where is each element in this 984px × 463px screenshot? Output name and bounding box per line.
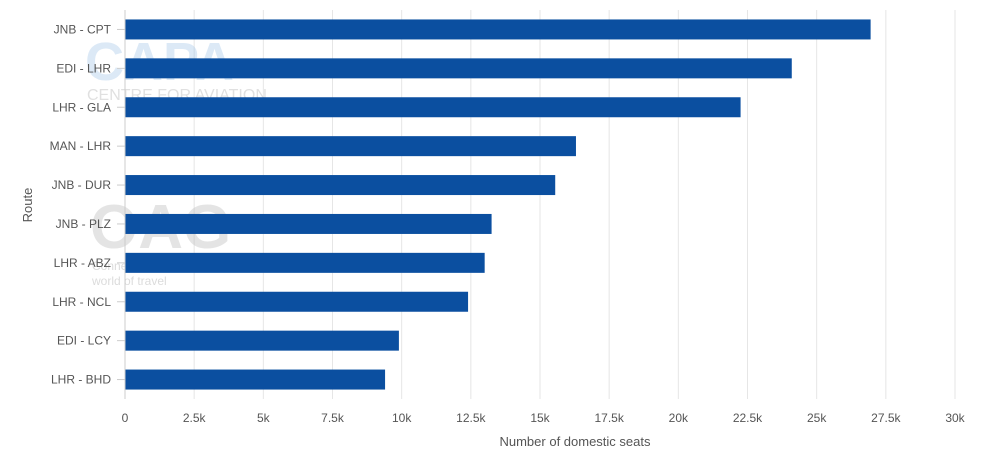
y-category-label: LHR - BHD bbox=[51, 373, 111, 387]
bar bbox=[125, 330, 399, 351]
x-tick-label: 10k bbox=[392, 411, 412, 425]
y-axis-category-labels: JNB - CPT EDI - LHR LHR - GLA MAN - LHR JNB … bbox=[50, 22, 125, 387]
y-category-label: JNB - DUR bbox=[52, 178, 112, 192]
bar bbox=[125, 252, 485, 273]
bar bbox=[125, 369, 386, 390]
x-axis-tick-labels: 0 2.5k 5k 7.5k 10k 12.5k 15k 17.5k 20k 22.5k 25k 27… bbox=[122, 411, 966, 425]
x-tick-label: 27.5k bbox=[871, 411, 901, 425]
x-tick-label: 20k bbox=[669, 411, 689, 425]
y-category-label: JNB - PLZ bbox=[56, 217, 111, 231]
x-tick-label: 25k bbox=[807, 411, 827, 425]
y-category-label: JNB - CPT bbox=[54, 22, 112, 36]
bar bbox=[125, 136, 576, 157]
bar bbox=[125, 175, 556, 196]
y-category-label: LHR - ABZ bbox=[54, 256, 111, 270]
y-category-label: EDI - LHR bbox=[56, 61, 111, 75]
y-axis-title: Route bbox=[20, 188, 35, 223]
x-tick-label: 7.5k bbox=[321, 411, 345, 425]
y-category-label: EDI - LCY bbox=[57, 334, 111, 348]
x-tick-label: 15k bbox=[530, 411, 550, 425]
x-tick-label: 5k bbox=[257, 411, 271, 425]
x-tick-label: 0 bbox=[122, 411, 129, 425]
bar bbox=[125, 97, 741, 118]
bar bbox=[125, 291, 469, 312]
x-axis-title: Number of domestic seats bbox=[499, 434, 651, 449]
x-tick-label: 2.5k bbox=[183, 411, 207, 425]
y-category-label: LHR - GLA bbox=[52, 100, 111, 114]
x-tick-label: 17.5k bbox=[594, 411, 624, 425]
oag-watermark: OAG Connecting the world of travel bbox=[90, 193, 231, 288]
bar bbox=[125, 58, 792, 79]
x-tick-label: 22.5k bbox=[733, 411, 763, 425]
y-category-label: MAN - LHR bbox=[50, 139, 112, 153]
bar bbox=[125, 19, 871, 40]
oag-tagline-line2: world of travel bbox=[91, 274, 167, 288]
bars bbox=[125, 19, 871, 390]
x-tick-label: 30k bbox=[945, 411, 965, 425]
y-category-label: LHR - NCL bbox=[52, 295, 111, 309]
bar bbox=[125, 213, 492, 234]
x-tick-label: 12.5k bbox=[456, 411, 486, 425]
